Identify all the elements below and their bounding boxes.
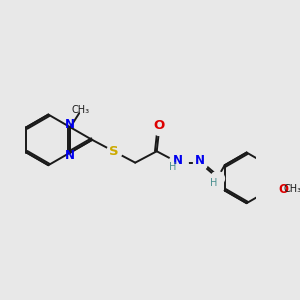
Text: N: N [65,149,75,162]
Text: N: N [65,118,75,131]
Text: S: S [109,145,118,158]
Text: N: N [195,154,205,167]
Text: H: H [169,162,176,172]
Text: CH₃: CH₃ [283,184,300,194]
Text: O: O [154,119,165,133]
Text: H: H [210,178,218,188]
Text: CH₃: CH₃ [71,105,89,115]
Text: O: O [278,183,288,196]
Text: N: N [173,154,183,167]
